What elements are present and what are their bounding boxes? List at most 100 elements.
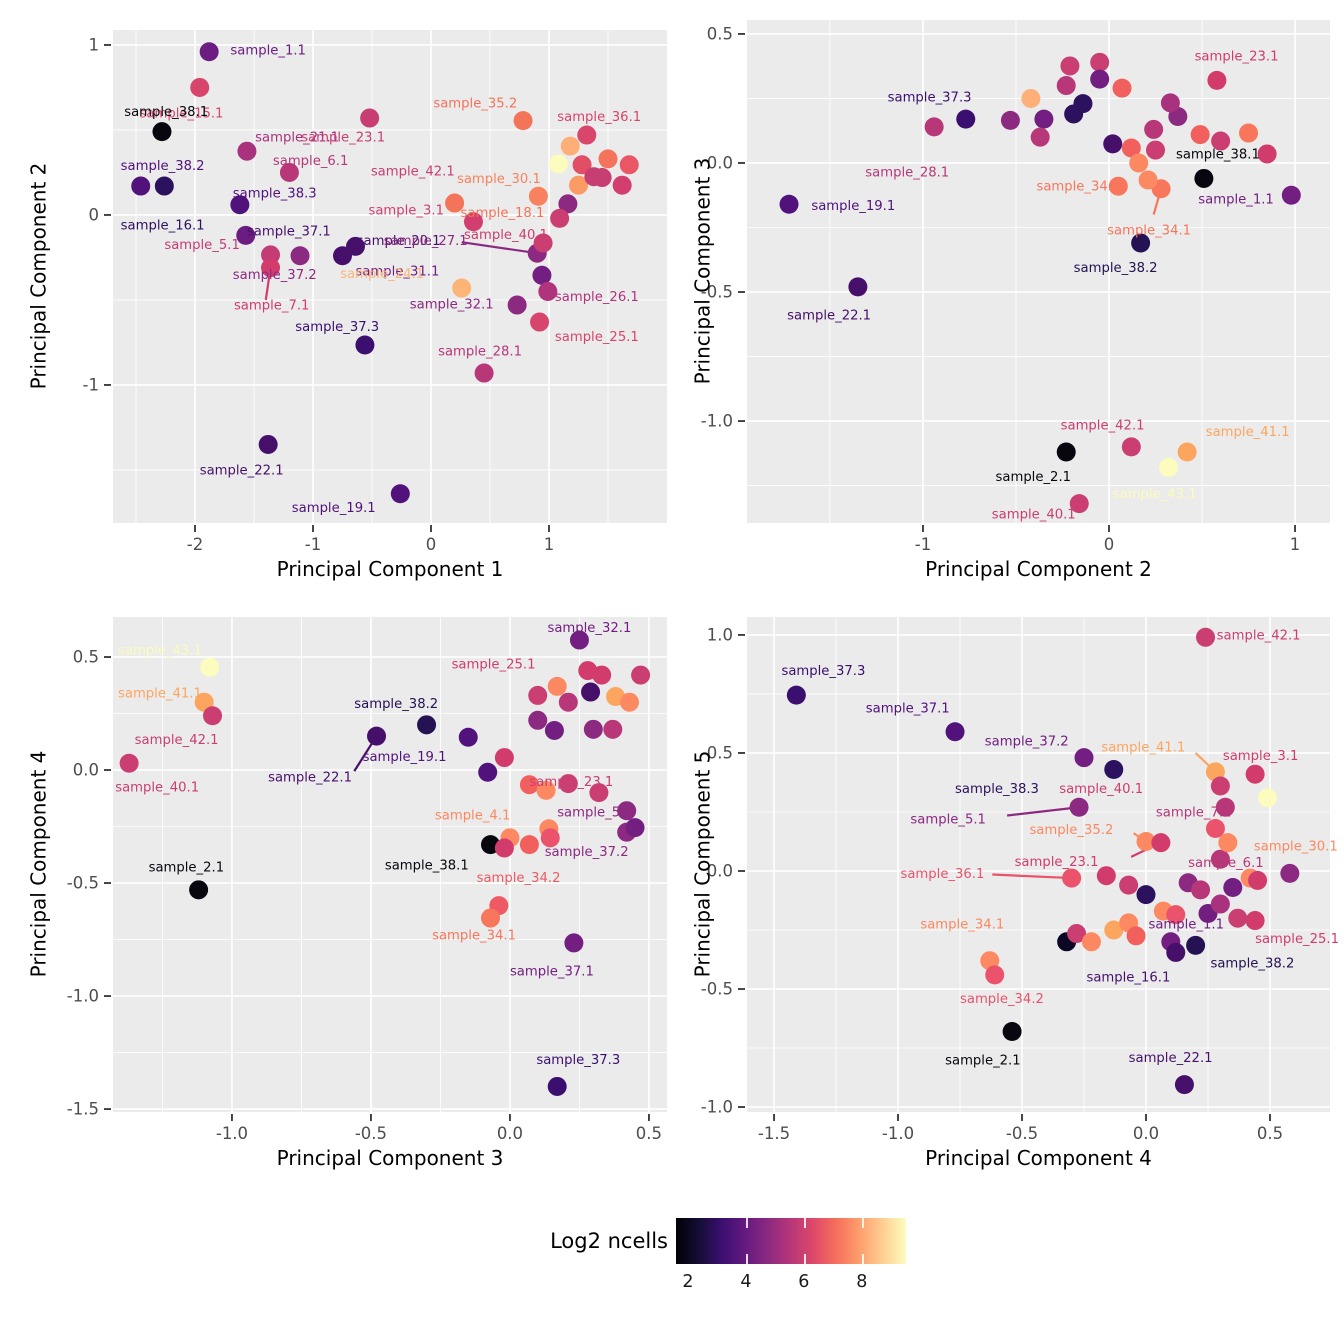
data-point — [367, 726, 387, 746]
data-point — [1126, 926, 1146, 946]
panel-pc1-pc2: -2 -1 0 110-1sample_1.1sample_15.1sample_38… — [83, 30, 667, 554]
data-point — [1159, 458, 1179, 478]
data-point — [533, 233, 553, 253]
data-point — [355, 335, 375, 355]
axis-tick-label: 0.0 — [707, 861, 733, 880]
data-point — [279, 162, 299, 182]
data-point — [1210, 894, 1230, 914]
data-point — [530, 312, 550, 332]
point-label: sample_35.2 — [1029, 823, 1113, 838]
data-point — [619, 692, 639, 712]
data-point — [236, 225, 256, 245]
point-label: sample_20.1 — [357, 234, 441, 249]
y-axis-title-pc3: Principal Component 3 — [690, 157, 714, 384]
data-point — [119, 753, 139, 773]
point-label: sample_30.1 — [1254, 840, 1338, 855]
data-point — [550, 208, 570, 228]
axis-tick-label: -0.5 — [1006, 1124, 1038, 1143]
data-point — [1144, 119, 1164, 139]
data-point — [569, 175, 589, 195]
data-point — [1174, 1075, 1194, 1095]
point-label: sample_1.1 — [1198, 193, 1274, 208]
data-point — [1151, 833, 1171, 853]
point-label: sample_2.1 — [996, 470, 1072, 485]
data-point — [1030, 127, 1050, 147]
point-label: sample_25.1 — [452, 657, 536, 672]
label-leader-line — [461, 241, 538, 255]
panel-pc3-pc4: -1.0 -0.5 0.0 0.5 0.5 0.0 -0.5 -1.0 -1.5 sample_4… — [67, 617, 667, 1143]
data-point — [592, 665, 612, 685]
data-point — [152, 122, 172, 142]
data-point — [507, 295, 527, 315]
data-point — [985, 965, 1005, 985]
data-point — [345, 236, 365, 256]
data-point — [513, 111, 533, 131]
data-point — [1129, 153, 1149, 173]
colorbar — [676, 1218, 906, 1264]
point-label: sample_40.1 — [992, 507, 1076, 522]
point-label: sample_37.3 — [295, 320, 379, 335]
point-label: sample_41.1 — [118, 687, 202, 702]
data-point — [258, 434, 278, 454]
data-point — [945, 722, 965, 742]
x-axis-title-pc3: Principal Component 3 — [276, 1146, 504, 1170]
point-label: sample_37.2 — [545, 845, 629, 860]
data-point — [1081, 932, 1101, 952]
point-label: sample_31.1 — [355, 265, 439, 280]
axis-tick-label: -2 — [187, 535, 203, 554]
point-label: sample_34.2 — [477, 871, 561, 886]
data-point — [1000, 110, 1020, 130]
point-label: sample_43.1 — [118, 644, 202, 659]
point-label: sample_5.1 — [557, 805, 633, 820]
point-label: sample_42.1 — [1217, 628, 1301, 643]
data-point — [577, 125, 597, 145]
data-point — [1136, 885, 1156, 905]
data-point — [786, 685, 806, 705]
point-label: sample_38.2 — [121, 159, 205, 174]
point-label: sample_42.1 — [135, 733, 219, 748]
point-label: sample_36.1 — [900, 867, 984, 882]
point-label: sample_38.1 — [124, 105, 208, 120]
data-point — [1177, 442, 1197, 462]
y-axis-title-pc5: Principal Component 5 — [690, 750, 714, 977]
data-point — [619, 155, 639, 175]
data-point — [519, 835, 539, 855]
label-leader-line — [992, 873, 1072, 880]
point-label: sample_37.3 — [536, 1053, 620, 1068]
data-point — [1166, 942, 1186, 962]
axis-tick-label: -1.0 — [701, 1098, 733, 1117]
data-point — [1205, 819, 1225, 839]
data-point — [1215, 797, 1235, 817]
data-point — [1069, 494, 1089, 514]
data-point — [519, 775, 539, 795]
point-label: sample_32.1 — [410, 298, 494, 313]
axis-tick-label: -0.5 — [701, 980, 733, 999]
data-point — [1074, 748, 1094, 768]
data-point — [478, 762, 498, 782]
point-label: sample_40.1 — [464, 228, 548, 243]
point-label: sample_23.1 — [301, 130, 385, 145]
axis-tick-label: 0.0 — [1133, 1124, 1159, 1143]
axis-tick-label: -1 — [305, 535, 321, 554]
data-point — [1223, 878, 1243, 898]
data-point — [203, 706, 223, 726]
data-point — [584, 167, 604, 187]
point-label: sample_41.1 — [1206, 425, 1290, 440]
axis-tick-label: -0.5 — [355, 1124, 387, 1143]
data-point — [1108, 176, 1128, 196]
data-point — [1060, 56, 1080, 76]
data-point — [1104, 759, 1124, 779]
data-point — [194, 692, 214, 712]
data-point — [200, 657, 220, 677]
point-label: sample_30.1 — [457, 172, 541, 187]
x-axis-title-pc2: Principal Component 2 — [925, 557, 1152, 581]
data-point — [1121, 437, 1141, 457]
data-point — [1056, 442, 1076, 462]
axis-tick-label: 1 — [1290, 535, 1301, 554]
point-label: sample_38.2 — [1210, 957, 1294, 972]
data-point — [532, 265, 552, 285]
data-point — [603, 719, 623, 739]
axis-tick-label: -1.0 — [701, 412, 733, 431]
label-leader-line — [1007, 806, 1080, 817]
axis-tick-label: 0.0 — [497, 1124, 523, 1143]
